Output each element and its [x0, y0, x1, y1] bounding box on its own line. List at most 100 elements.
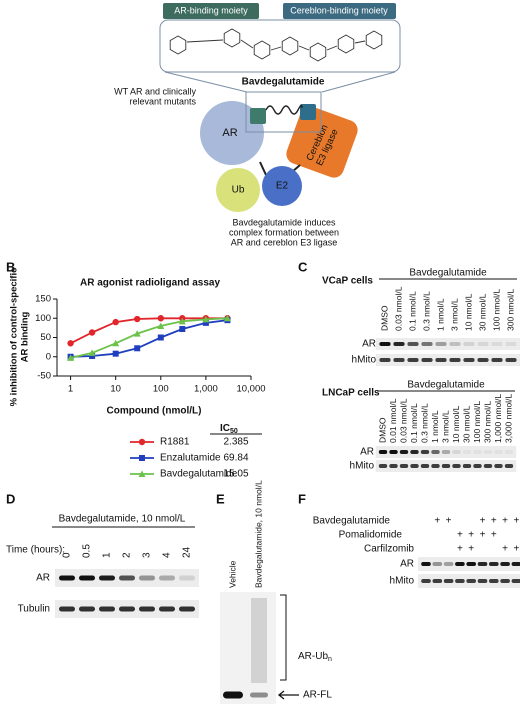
band	[119, 606, 135, 612]
band	[511, 579, 520, 583]
treatment: Bavdegalutamide, 10 nmol/L	[59, 514, 186, 525]
lane-label: 300 nmol/L	[482, 401, 492, 443]
lane-label: 3 nmol/L	[449, 298, 459, 331]
y-tick-label: -50	[37, 371, 51, 382]
treatment: Carfilzomib	[364, 544, 414, 555]
lane-label: 0.01 nmol/L	[388, 398, 398, 443]
lane-label: 1 nmol/L	[435, 298, 445, 331]
marker	[139, 455, 145, 461]
band	[452, 464, 461, 468]
band	[421, 562, 431, 566]
band	[477, 358, 489, 362]
panel-letter: D	[6, 491, 15, 506]
marker	[88, 329, 96, 336]
band	[477, 579, 488, 583]
band	[477, 562, 488, 566]
band-label: AR-FL	[303, 690, 332, 701]
series-line	[70, 317, 228, 359]
plus: +	[457, 530, 463, 541]
legend-label: Enzalutamide	[160, 453, 221, 464]
band	[407, 342, 419, 346]
lane-label: DMSO	[377, 417, 387, 443]
plus: +	[491, 530, 497, 541]
ic50-value: 15.05	[223, 469, 248, 480]
y-label: AR binding	[20, 311, 31, 362]
band	[407, 358, 419, 362]
blot	[376, 338, 520, 350]
marker	[157, 322, 165, 329]
moiety-label: AR-binding moiety	[174, 5, 248, 15]
protein-label: AR	[222, 127, 237, 139]
ring	[223, 28, 241, 48]
band	[399, 450, 409, 454]
marker	[134, 345, 141, 352]
row-label: AR	[362, 339, 376, 350]
band	[431, 450, 440, 454]
lane-label: 3 nmol/L	[440, 410, 450, 443]
ring	[309, 42, 327, 62]
marker	[133, 330, 141, 337]
ic50-main: IC	[220, 423, 230, 434]
band	[449, 358, 461, 362]
band	[421, 342, 433, 346]
band	[455, 562, 465, 566]
band	[491, 358, 503, 362]
caption: AR and cereblon E3 ligase	[231, 237, 338, 247]
band	[378, 464, 388, 468]
connector	[259, 161, 267, 176]
lane-label: 2	[122, 552, 133, 558]
band	[159, 606, 175, 612]
band	[452, 450, 461, 454]
band	[491, 342, 503, 346]
plus: +	[480, 516, 486, 527]
band	[389, 450, 398, 454]
lane-label: 0.03 nmol/L	[393, 286, 403, 331]
moiety-tag	[163, 3, 259, 19]
lane-label: 24	[182, 546, 193, 558]
band	[483, 450, 493, 454]
band	[511, 562, 520, 566]
marker	[89, 352, 96, 359]
plus: +	[491, 516, 497, 527]
band	[462, 450, 472, 454]
band	[483, 464, 493, 468]
x-tick-label: 100	[153, 384, 169, 395]
marker	[157, 315, 164, 322]
band	[473, 464, 482, 468]
band	[379, 358, 391, 362]
structure-box	[159, 19, 401, 73]
y-tick-label: 150	[35, 294, 51, 305]
label-sub: n	[328, 656, 332, 663]
band	[410, 450, 419, 454]
caption: Bavdegalutamide induces	[232, 217, 336, 227]
treatment: Pomalidomide	[339, 530, 403, 541]
panel-letter: E	[216, 491, 225, 506]
series-line	[70, 319, 228, 358]
row-label: hMito	[352, 355, 377, 366]
plus: +	[513, 516, 519, 527]
cell-line: LNCaP cells	[322, 388, 380, 399]
protein-label: E2	[276, 181, 289, 192]
band	[179, 606, 195, 612]
band	[477, 342, 489, 346]
protein-label: Ub	[232, 185, 245, 196]
lane-label: 0.03 nmol/L	[398, 398, 408, 443]
band	[420, 464, 430, 468]
y-tick-label: 100	[35, 313, 51, 324]
bond	[186, 39, 366, 51]
band	[441, 450, 451, 454]
callout	[164, 71, 396, 93]
marker	[112, 350, 119, 357]
lane-label: 3	[142, 552, 153, 558]
band	[59, 575, 75, 581]
treatment: Bavdegalutamide	[409, 268, 487, 279]
label-main: AR-Ub	[298, 651, 328, 662]
row-label: AR	[400, 559, 414, 570]
band	[59, 606, 75, 612]
y-label: % inhibition of control-specific	[9, 268, 20, 407]
band	[504, 464, 514, 468]
band	[488, 579, 499, 583]
blot	[220, 592, 276, 704]
band	[441, 464, 451, 468]
ic50-sub: 50	[230, 428, 238, 435]
